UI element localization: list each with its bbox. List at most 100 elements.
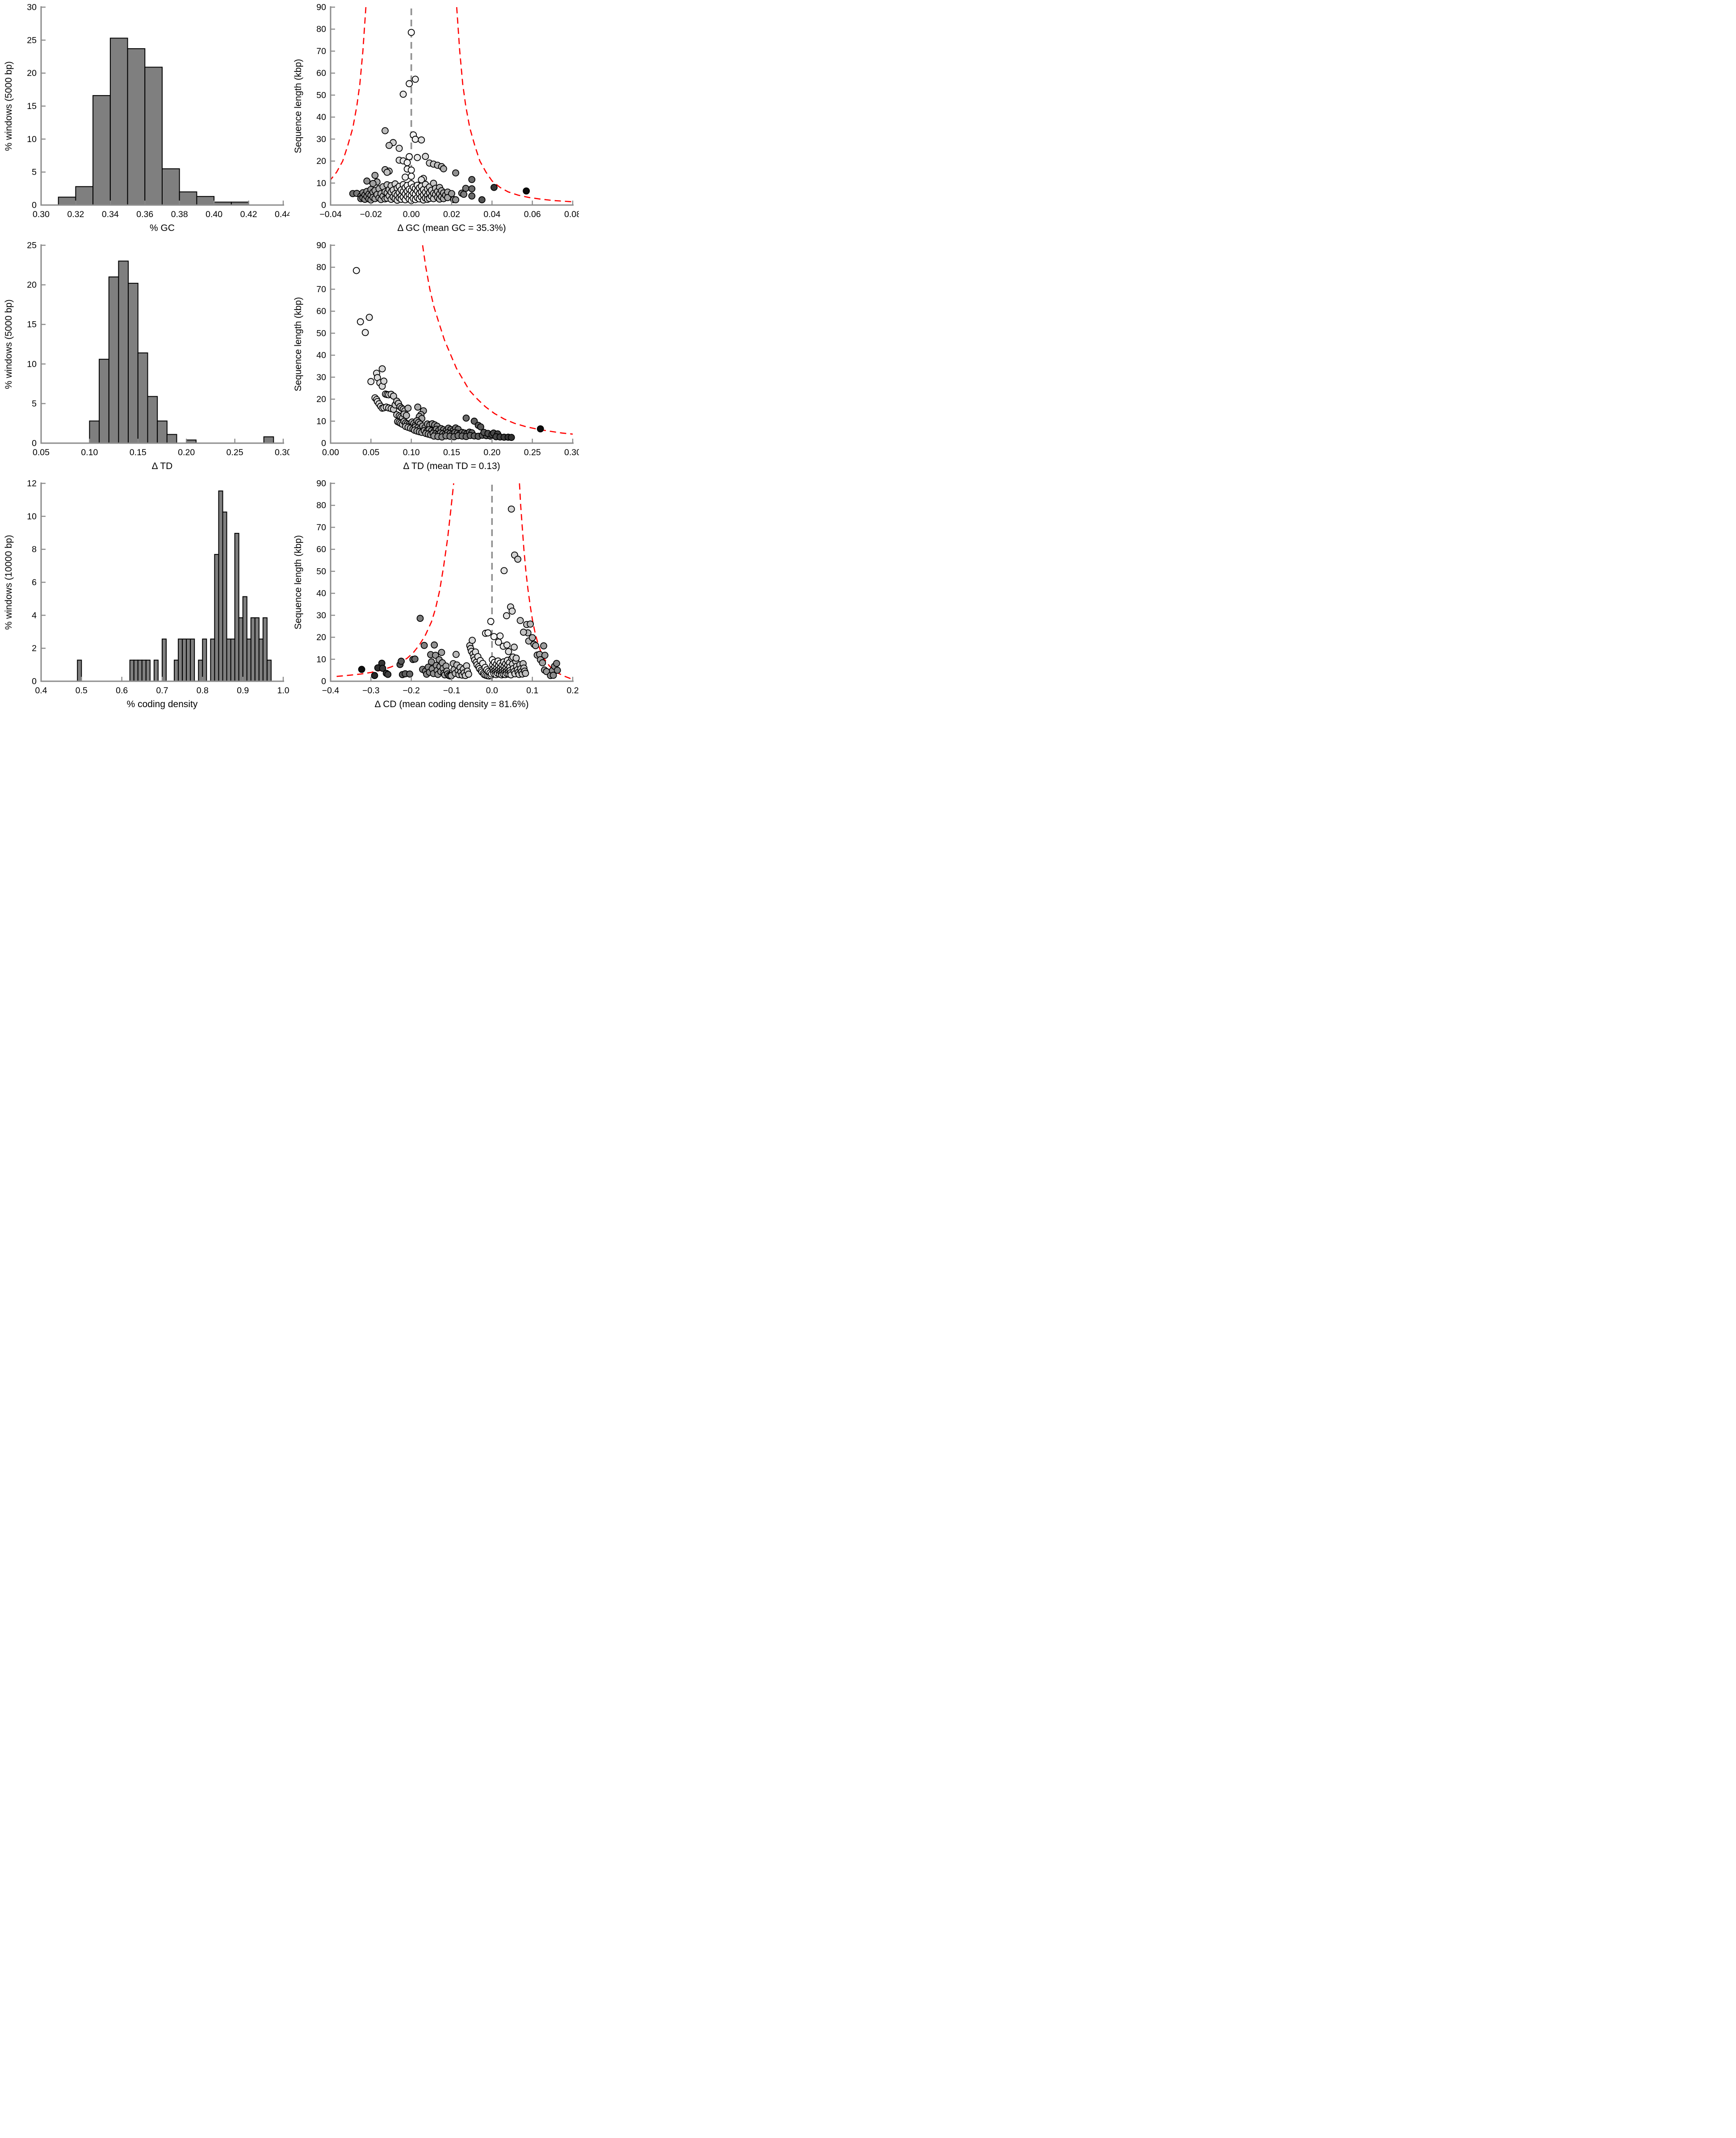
scatter-point xyxy=(384,671,392,678)
histogram-bar xyxy=(108,276,119,444)
y-tick-label: 10 xyxy=(27,359,37,369)
y-tick-label: 80 xyxy=(316,263,326,272)
y-tick-label: 20 xyxy=(316,394,326,404)
significance-envelope-curve xyxy=(422,245,573,435)
panel-td-scatter: 0.00 0.05 0.10 0.15 0.20 0.25 0.30 0 10 20 30 40 50 6… xyxy=(289,238,579,476)
scatter-point xyxy=(403,412,410,419)
histogram-bar xyxy=(157,420,168,444)
histogram-bar xyxy=(144,67,163,205)
scatter-point xyxy=(390,392,397,400)
scatter-point xyxy=(378,365,386,373)
y-tick-label: 0 xyxy=(32,677,37,687)
y-tick-label: 12 xyxy=(27,479,37,489)
x-tick-label: 0.38 xyxy=(171,210,188,219)
y-axis-label: % windows (5000 bp) xyxy=(4,61,14,151)
histogram-bar xyxy=(141,659,147,682)
x-tick-label: 0.0 xyxy=(486,686,498,696)
y-tick-label: 30 xyxy=(316,134,326,144)
x-axis-label: Δ TD (mean TD = 0.13) xyxy=(403,461,500,471)
histogram-bar xyxy=(92,95,111,205)
scatter-point xyxy=(452,650,460,658)
histogram-bar xyxy=(77,659,82,682)
scatter-point xyxy=(369,180,377,187)
x-tick-label: 0.06 xyxy=(524,210,541,219)
histogram-bar xyxy=(254,617,260,682)
x-tick-label: 1.0 xyxy=(277,686,289,696)
scatter-point xyxy=(404,404,412,412)
scatter-point xyxy=(460,190,468,198)
histogram-bar xyxy=(58,197,76,205)
x-tick-label: 0.4 xyxy=(35,686,47,696)
histogram-bar xyxy=(166,434,177,444)
scatter-point xyxy=(490,184,498,191)
x-axis-label: Δ TD xyxy=(152,461,173,471)
scatter-point xyxy=(428,658,435,666)
scatter-point xyxy=(507,505,515,513)
scatter-point xyxy=(522,670,529,677)
x-tick-label: 0.15 xyxy=(443,448,460,457)
scatter-point xyxy=(503,612,510,620)
scatter-point xyxy=(532,642,539,650)
scatter-point xyxy=(379,665,386,672)
scatter-point xyxy=(440,165,447,172)
scatter-point xyxy=(356,318,364,326)
x-tick-label: −0.04 xyxy=(319,210,341,219)
scatter-point xyxy=(403,159,411,166)
scatter-point xyxy=(414,403,422,411)
y-tick-label: 30 xyxy=(316,373,326,382)
scatter-point xyxy=(407,166,415,174)
histogram-bar xyxy=(179,191,197,205)
histogram-bar xyxy=(133,659,138,682)
x-tick-label: 0.2 xyxy=(566,686,579,696)
x-tick-label: −0.3 xyxy=(362,686,380,696)
scatter-point xyxy=(496,632,504,640)
histogram-bar xyxy=(128,283,138,444)
y-tick-label: 0 xyxy=(321,439,326,449)
histogram-bar xyxy=(238,617,243,682)
scatter-point xyxy=(468,185,476,193)
panel-cd-scatter: −0.4 −0.3 −0.2 −0.1 0.0 0.1 0.2 0 10 20 30 40 50 60 70… xyxy=(289,476,579,714)
histogram-bar xyxy=(75,186,94,206)
chart-svg-gc-scatter: −0.04 −0.02 0.00 0.02 0.04 0.06 0.08 0 10 20 30 40 5… xyxy=(293,3,579,234)
y-tick-label: 20 xyxy=(27,280,37,290)
y-tick-label: 90 xyxy=(316,241,326,251)
x-tick-label: 0.44 xyxy=(275,210,289,219)
histogram-bar xyxy=(174,659,179,682)
y-tick-label: 60 xyxy=(316,306,326,316)
x-axis-label: Δ GC (mean GC = 35.3%) xyxy=(397,223,506,233)
scatter-point xyxy=(367,378,375,386)
histogram-bar xyxy=(234,532,239,682)
x-tick-label: 0.15 xyxy=(130,448,147,457)
scatter-point xyxy=(470,417,478,425)
histogram-bar xyxy=(162,168,180,205)
histogram-bar xyxy=(137,352,148,444)
scatter-point xyxy=(495,638,502,646)
scatter-point xyxy=(352,267,360,274)
y-tick-label: 20 xyxy=(316,156,326,166)
y-tick-label: 0 xyxy=(321,201,326,210)
y-tick-label: 2 xyxy=(32,644,37,654)
chart-svg-gc-histogram: 0.30 0.32 0.34 0.36 0.38 0.40 0.42 0.44 0 5 10 15 20… xyxy=(4,3,289,234)
scatter-point xyxy=(539,659,546,667)
histogram-bar xyxy=(222,511,227,682)
x-tick-label: 0.10 xyxy=(403,448,420,457)
y-tick-label: 25 xyxy=(27,35,37,45)
x-tick-label: 0.08 xyxy=(564,210,579,219)
y-tick-label: 60 xyxy=(316,68,326,78)
histogram-bar xyxy=(214,554,219,682)
x-tick-label: 0.30 xyxy=(564,448,579,457)
scatter-point xyxy=(505,648,512,655)
panel-gc-scatter: −0.04 −0.02 0.00 0.02 0.04 0.06 0.08 0 10 20 30 40 5… xyxy=(289,0,579,238)
histogram-bar xyxy=(162,638,167,682)
scatter-point xyxy=(503,641,511,649)
y-tick-label: 40 xyxy=(316,351,326,361)
y-tick-label: 0 xyxy=(321,677,326,687)
y-axis-label: Sequence length (kbp) xyxy=(293,59,303,153)
scatter-point xyxy=(363,177,371,185)
chart-svg-td-histogram: 0.05 0.10 0.15 0.20 0.25 0.30 0 5 10 15 20 25 Δ TD % … xyxy=(4,241,289,472)
scatter-point xyxy=(371,672,378,679)
scatter-point xyxy=(420,641,428,649)
y-tick-label: 5 xyxy=(32,168,37,177)
histogram-bar xyxy=(258,638,264,682)
histogram-bar xyxy=(246,638,252,682)
